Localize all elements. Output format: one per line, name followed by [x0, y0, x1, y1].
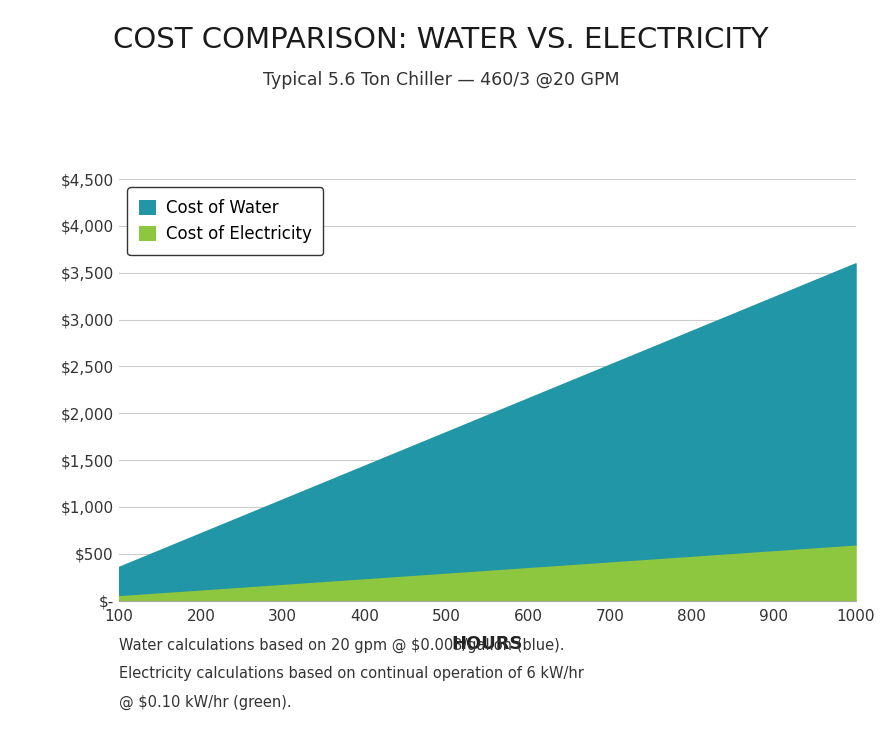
X-axis label: HOURS: HOURS [452, 635, 523, 653]
Text: Water calculations based on 20 gpm @ $0.003/gallon (blue).: Water calculations based on 20 gpm @ $0.… [119, 638, 564, 653]
Legend: Cost of Water, Cost of Electricity: Cost of Water, Cost of Electricity [127, 187, 324, 255]
Text: @ $0.10 kW/hr (green).: @ $0.10 kW/hr (green). [119, 695, 292, 709]
Text: Typical 5.6 Ton Chiller — 460/3 @20 GPM: Typical 5.6 Ton Chiller — 460/3 @20 GPM [263, 71, 619, 89]
Text: COST COMPARISON: WATER VS. ELECTRICITY: COST COMPARISON: WATER VS. ELECTRICITY [113, 26, 769, 54]
Text: Electricity calculations based on continual operation of 6 kW/hr: Electricity calculations based on contin… [119, 666, 584, 681]
